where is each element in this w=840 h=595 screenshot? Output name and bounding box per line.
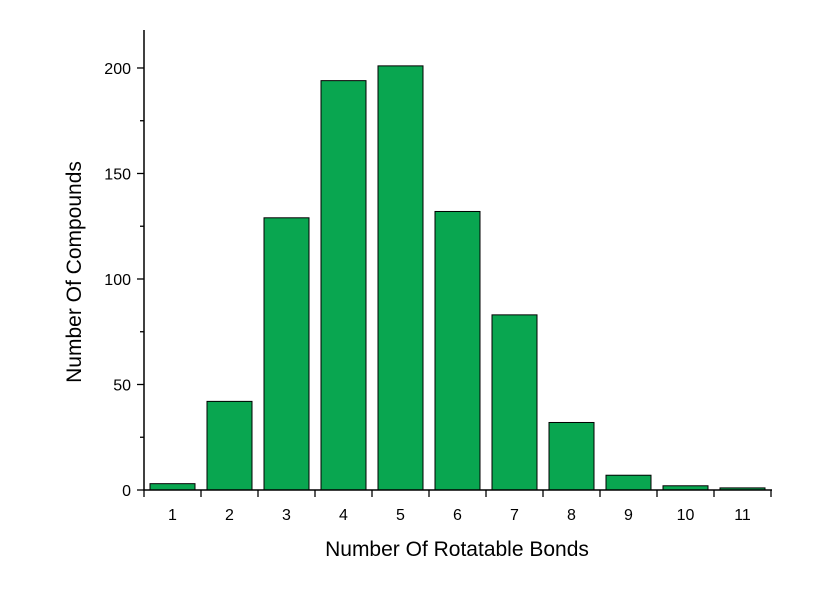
bar-4 [320, 80, 367, 491]
y-tick-label: 200 [104, 61, 131, 78]
y-tick-label: 150 [104, 166, 131, 183]
bar-5 [377, 65, 424, 491]
bar-2 [206, 400, 253, 491]
bar-6 [434, 210, 481, 491]
y-tick-label: 100 [104, 272, 131, 289]
y-axis-ticks: 0 50 100 150 200 [104, 61, 144, 500]
x-tick-label: 5 [396, 507, 405, 524]
bar-3 [263, 217, 310, 491]
x-tick-label: 8 [567, 507, 576, 524]
x-axis-title: Number Of Rotatable Bonds [325, 538, 589, 561]
x-tick-label: 9 [624, 507, 633, 524]
bar-7 [491, 314, 538, 491]
x-tick-label: 3 [282, 507, 291, 524]
x-tick-label: 4 [339, 507, 348, 524]
bar-9 [605, 474, 652, 491]
y-axis-title: Number Of Compounds [63, 161, 86, 383]
x-tick-label: 1 [168, 507, 177, 524]
y-tick-label: 50 [113, 377, 131, 394]
x-tick-label: 2 [225, 507, 234, 524]
x-tick-label: 10 [677, 507, 695, 524]
y-tick-label: 0 [122, 483, 131, 500]
bars-group [149, 65, 766, 491]
x-tick-label: 6 [453, 507, 462, 524]
x-tick-label: 11 [734, 507, 751, 524]
x-axis-ticks: 1 2 3 4 5 6 7 8 9 10 11 [143, 490, 772, 524]
bar-8 [548, 421, 595, 491]
x-tick-label: 7 [510, 507, 519, 524]
bar-1 [149, 483, 196, 491]
